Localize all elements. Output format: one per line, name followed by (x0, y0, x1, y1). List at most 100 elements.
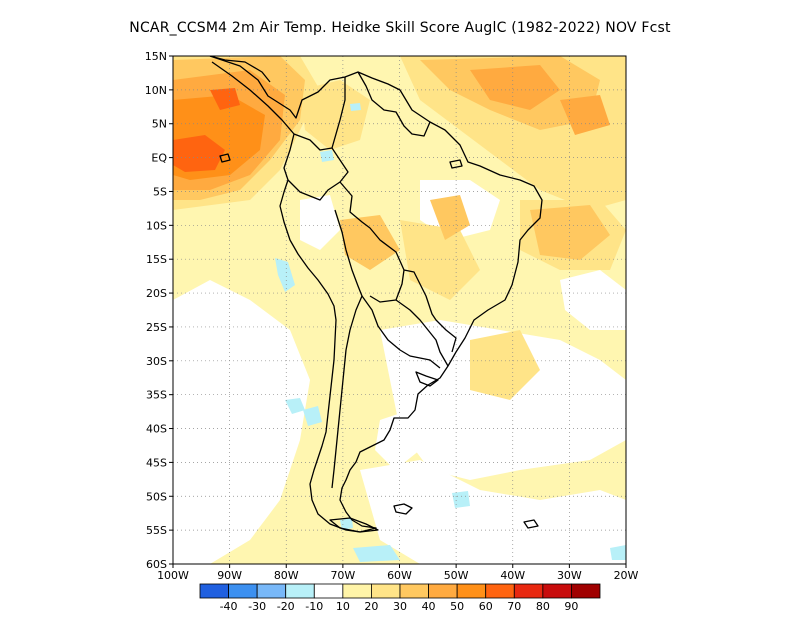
plot-area (173, 56, 626, 564)
country-border (331, 77, 346, 149)
skill-20-patch (300, 80, 370, 150)
coastlines-borders (209, 56, 543, 533)
negative-skill-patch (610, 545, 626, 560)
lat-tick-label: EQ (151, 152, 167, 165)
south-america-coastline (209, 56, 543, 533)
colorbar-label: 20 (364, 600, 378, 613)
galapagos (219, 153, 231, 163)
central-america-coastline (209, 56, 271, 83)
trinidad (449, 159, 463, 169)
latitude-axis: 15N 10N 5N EQ 5S 10S 15S 20S 25S 30S 35S 40S 45S 50S 5… (145, 50, 173, 571)
colorbar-label: 60 (479, 600, 493, 613)
lat-tick-label: 45S (146, 456, 167, 469)
tierra-del-fuego (329, 517, 379, 533)
country-border (339, 181, 405, 303)
colorbar-swatch (513, 583, 544, 599)
country-border (287, 133, 349, 201)
colorbar-swatch (456, 583, 487, 599)
low-skill-patch (300, 195, 340, 250)
negative-skill-patch (350, 103, 361, 111)
lon-tick-label: 80W (274, 569, 299, 582)
colorbar-label: 50 (450, 600, 464, 613)
lat-tick-label: 15N (145, 50, 167, 63)
lon-tick-label: 30W (557, 569, 582, 582)
lat-tick-label: 10S (146, 219, 167, 232)
lat-tick-label: 10N (145, 84, 167, 97)
country-border (395, 299, 449, 367)
colorbar-swatch (228, 583, 258, 599)
skill-20-patch (470, 330, 540, 400)
lat-tick-label: 55S (146, 524, 167, 537)
lat-tick-label: 5S (153, 185, 167, 198)
skill-40-patch (560, 95, 610, 135)
lon-tick-label: 100W (157, 569, 189, 582)
lat-tick-label: 15S (146, 253, 167, 266)
lon-tick-label: 60W (387, 569, 412, 582)
chart-title: NCAR_CCSM4 2m Air Temp. Heidke Skill Sco… (129, 20, 671, 36)
low-skill-patch (173, 280, 310, 564)
colorbar-swatch (399, 583, 429, 599)
colorbar-label: 40 (422, 600, 436, 613)
colorbar-swatch (542, 583, 572, 599)
lat-tick-label: 35S (146, 389, 167, 402)
lon-tick-label: 90W (217, 569, 242, 582)
lat-tick-label: 20S (146, 287, 167, 300)
low-skill-patch (380, 320, 626, 480)
andes-border (331, 209, 363, 489)
skill-30-patch (340, 215, 400, 270)
negative-skill-patch (320, 150, 334, 162)
colorbar-label: 30 (393, 600, 407, 613)
lon-tick-label: 70W (330, 569, 355, 582)
colorbar-swatch (342, 583, 372, 599)
low-skill-patch (375, 410, 420, 470)
colorbar-label: 90 (564, 600, 578, 613)
lat-tick-label: 25S (146, 321, 167, 334)
colorbar-swatch (285, 583, 315, 599)
negative-skill-patch (340, 518, 353, 530)
colorbar-swatch (313, 583, 344, 599)
skill-60-patch (173, 135, 225, 172)
river-plate (415, 371, 439, 387)
skill-30-patch (430, 195, 470, 240)
negative-skill-patch (353, 545, 400, 562)
colorbar-swatch (485, 583, 515, 599)
lat-tick-label: 40S (146, 423, 167, 436)
lon-tick-label: 50W (444, 569, 469, 582)
colorbar-label: -30 (248, 600, 266, 613)
lon-tick-label: 40W (500, 569, 525, 582)
skill-20-patch (400, 220, 480, 300)
falkland-islands (393, 503, 413, 515)
lat-tick-label: 60S (146, 558, 167, 571)
colorbar-swatch (199, 583, 229, 599)
country-border (361, 295, 441, 369)
colorbar-label: 80 (536, 600, 550, 613)
longitude-axis: 100W 90W 80W 70W 60W 50W 40W 30W 20W (157, 564, 639, 582)
country-border (357, 71, 431, 137)
skill-40-patch (470, 65, 560, 110)
lon-tick-label: 20W (614, 569, 639, 582)
country-border (403, 269, 457, 353)
colorbar-swatch (571, 583, 601, 599)
lat-tick-label: 30S (146, 355, 167, 368)
negative-skill-patch (275, 258, 295, 292)
skill-30-patch (530, 205, 610, 260)
colorbar-label: 10 (336, 600, 350, 613)
colorbar-swatch (428, 583, 458, 599)
colorbar-label: -40 (220, 600, 238, 613)
colorbar-label: -10 (305, 600, 323, 613)
negative-skill-patch (285, 398, 305, 414)
colorbar-label: 70 (507, 600, 521, 613)
colorbar-swatch (371, 583, 401, 599)
south-georgia (523, 519, 539, 529)
negative-skill-patch (452, 491, 470, 508)
colorbar-swatch (256, 583, 287, 599)
colorbar: -40 -30 -20 -10 10 20 30 40 50 60 70 80 90 (199, 583, 601, 613)
low-skill-patch (560, 270, 626, 330)
colorbar-label: -20 (277, 600, 295, 613)
lat-tick-label: 5N (152, 118, 167, 131)
lat-tick-label: 50S (146, 490, 167, 503)
negative-skill-patch (303, 406, 322, 426)
skill-60-patch (210, 88, 240, 110)
low-skill-patch (360, 460, 626, 564)
